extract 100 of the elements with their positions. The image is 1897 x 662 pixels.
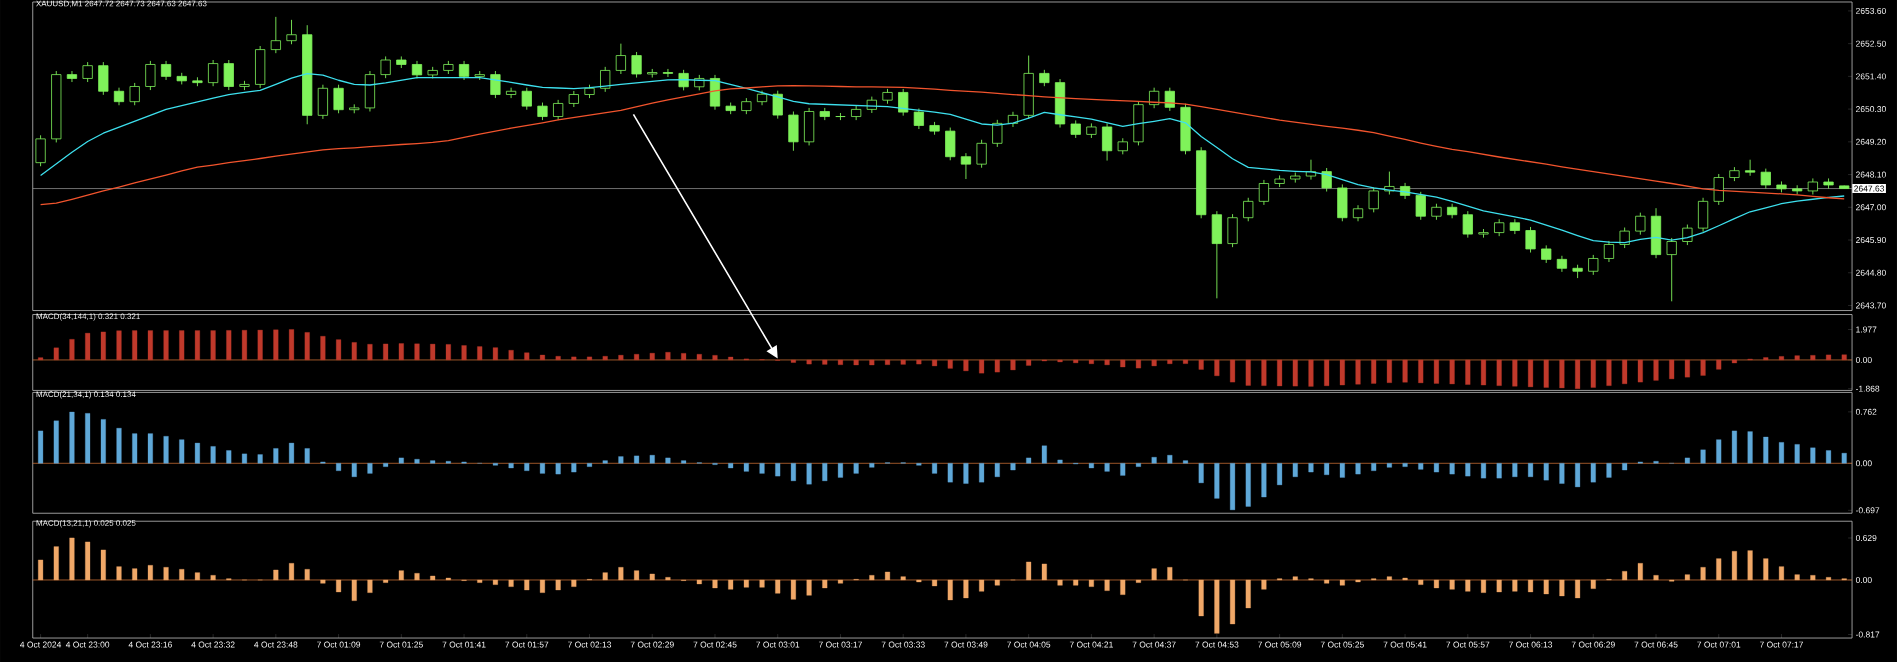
y-tick-label: 0.629 [1855,534,1877,541]
bar [100,331,106,361]
x-tick-label: 4 Oct 23:32 [191,641,235,648]
y-tick-label: 0.00 [1855,576,1872,583]
candlestick [145,60,156,91]
bar [1292,576,1298,581]
x-tick-label: 7 Oct 04:21 [1069,641,1113,648]
bar [53,420,59,464]
bar [147,433,153,464]
bar [712,579,718,589]
bar [1763,558,1769,581]
bar [1465,463,1471,477]
y-tick-label: 0.00 [1855,356,1872,363]
bar [712,355,718,361]
bar [1292,463,1298,477]
bar [1590,463,1596,483]
bar [1135,463,1141,467]
bar [367,344,373,361]
bar [492,347,498,361]
bar [665,577,671,581]
candlestick [1321,167,1332,192]
bar [1747,550,1753,581]
x-tick-label: 7 Oct 01:09 [317,641,361,648]
bar [947,359,953,369]
candlestick [1666,237,1677,302]
bar [1528,463,1534,477]
x-tick-label: 4 Oct 23:00 [65,641,110,648]
bar [649,573,655,581]
bar [775,463,781,477]
bar [273,329,279,361]
candlestick [521,87,532,111]
y-tick-label: -0.697 [1855,507,1880,514]
bar [947,579,953,601]
bar [69,411,75,464]
y-tick-label: 2643.70 [1856,302,1886,309]
candlestick [1258,179,1270,206]
bar [226,450,232,464]
bar [728,579,734,590]
y-tick-label: -1.868 [1855,385,1880,392]
x-tick-label: 7 Oct 06:29 [1571,641,1615,648]
bar [571,356,577,361]
bar [822,579,828,589]
bar [241,453,247,464]
bar [1794,574,1800,581]
bar [994,463,1000,477]
bar [53,347,59,361]
bar [1245,579,1251,609]
bar [790,359,796,363]
bar [696,354,702,361]
y-tick-label: 2648.10 [1856,171,1886,178]
bar [837,579,843,584]
bar [1496,579,1502,593]
candlestick [1509,218,1520,235]
bar [336,339,342,361]
bar [1543,463,1549,481]
bar [1088,463,1094,469]
bar [681,353,687,361]
bar [853,463,859,474]
bar [1324,463,1330,475]
bar [1433,359,1439,384]
bar [179,330,185,361]
bar [743,579,749,588]
candlestick [286,19,297,45]
bar [1622,463,1628,471]
bar [1496,463,1502,479]
bar [132,330,138,361]
y-tick-label: 2645.90 [1856,237,1886,244]
bar [1465,359,1471,385]
bar [1826,577,1832,581]
x-tick-label: 7 Oct 03:17 [818,641,862,648]
x-tick-label: 7 Oct 01:41 [442,641,486,648]
bar [539,463,545,474]
bar [634,570,640,581]
bar [1559,579,1565,597]
bar [1104,579,1110,591]
bar [979,463,985,483]
candlestick [835,112,846,121]
bar [1041,563,1047,581]
bar [163,567,169,581]
bar [320,579,326,584]
bar [492,463,498,466]
bar [304,332,310,361]
bar [336,463,342,471]
bar [665,457,671,464]
y-tick-label: -0.817 [1855,631,1880,638]
bar [1198,359,1204,370]
candlestick [66,70,78,83]
bar [1386,359,1392,383]
bar [85,541,91,581]
x-tick-label: 7 Oct 03:49 [944,641,988,648]
bar [1104,463,1110,472]
x-tick-label: 4 Oct 23:16 [128,641,172,648]
ref-line-label: 2647.63 [1854,185,1885,192]
bar [1245,463,1251,507]
candlestick [1525,226,1536,253]
bar [1371,463,1377,471]
bar [1026,457,1032,464]
bar [963,579,969,599]
bar [1308,463,1314,473]
bar [445,577,451,581]
